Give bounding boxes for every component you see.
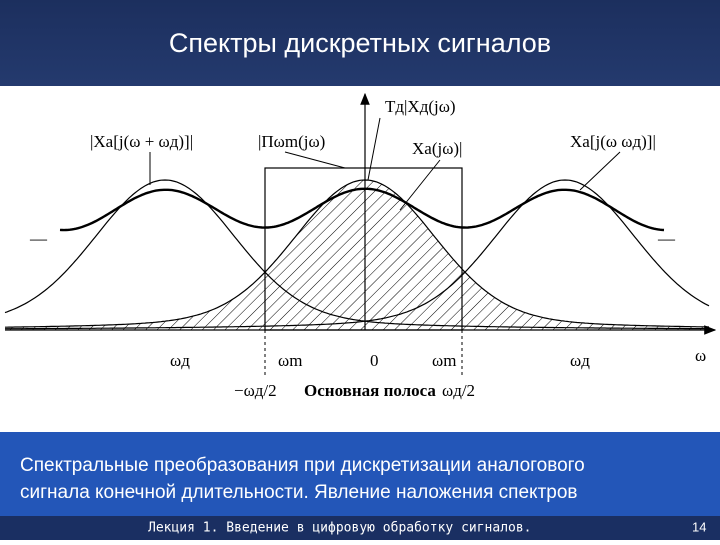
curve: [5, 179, 710, 328]
band-label: ωд/2: [442, 381, 475, 400]
leaders: [149, 117, 621, 211]
caption-line: Спектральные преобразования при дискрети…: [20, 455, 585, 476]
title: Спектры дискретных сигналов: [169, 28, 551, 58]
curve-label: Tд|Xд(jω): [385, 97, 456, 116]
axis-label: ωд: [570, 351, 590, 370]
curve-label: |Xa[j(ω + ωд)]|: [90, 132, 193, 151]
band-label: −ωд/2: [234, 381, 277, 400]
axis-label: ωд: [170, 351, 190, 370]
footer-text: Лекция 1. Введение в цифровую обработку …: [148, 521, 532, 536]
curve-label: Xa(jω)|: [412, 139, 462, 158]
title-bar: [0, 0, 720, 86]
axis-label: 0: [370, 351, 379, 370]
band-label: Основная полоса: [304, 381, 436, 400]
caption-line: сигнала конечной длительности. Явление н…: [20, 482, 578, 503]
caption-band: [0, 432, 720, 516]
axis-label: ωm: [278, 351, 302, 370]
hatched-area: [5, 180, 710, 330]
curve: [5, 179, 710, 330]
diagram: Tд|Xд(jω) |Xa[j(ω + ωд)]| |Пωm(jω) Xa(jω…: [4, 92, 717, 400]
axis-label: ωm: [432, 351, 456, 370]
side-mark: —: [29, 229, 48, 248]
footer-band: [0, 516, 720, 540]
page-number: 14: [692, 519, 706, 534]
sum-curve: [59, 187, 665, 232]
axis-label: ω: [695, 346, 706, 365]
curve-label: |Пωm(jω): [258, 132, 325, 151]
side-mark: —: [657, 229, 676, 248]
curve-label: Xa[j(ω ωд)]|: [570, 132, 656, 151]
